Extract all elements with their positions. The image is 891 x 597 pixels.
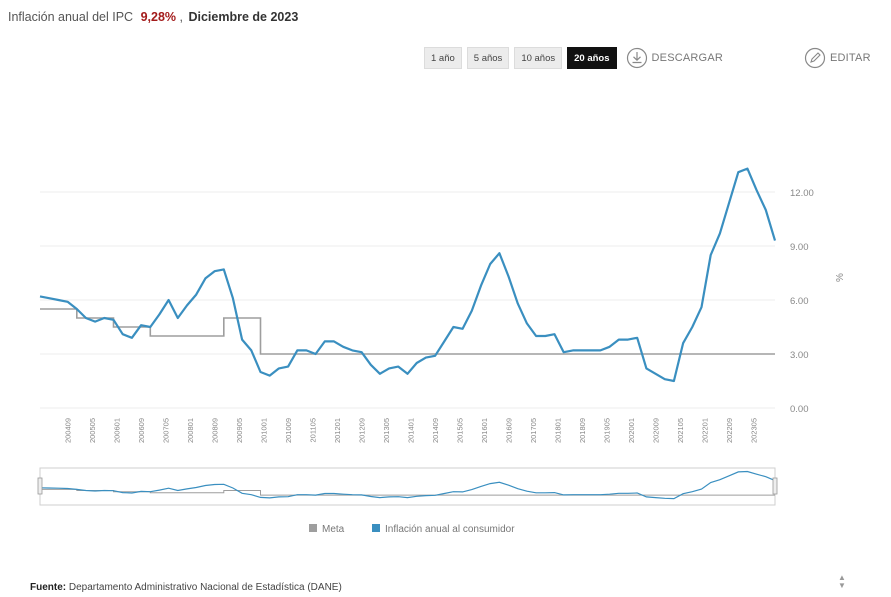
header-date: Diciembre de 2023 — [188, 10, 299, 24]
x-tick-label: 202001 — [627, 418, 636, 443]
y-tick-label: 12.00 — [790, 188, 814, 199]
pencil-circle-icon — [804, 47, 826, 69]
range-button-1-year[interactable]: 1 año — [424, 47, 462, 69]
x-tick-label: 200905 — [235, 418, 244, 443]
series-line-inflacion — [39, 167, 777, 383]
x-tick-label: 201809 — [578, 418, 587, 443]
download-label: DESCARGAR — [651, 52, 723, 64]
x-tick-label: 201001 — [260, 418, 269, 443]
x-tick-label: 201201 — [333, 418, 342, 443]
x-tick-label: 201105 — [309, 418, 318, 442]
x-tick-label: 202009 — [652, 418, 661, 443]
range-button-5-years[interactable]: 5 años — [466, 47, 510, 69]
range-button-10-years[interactable]: 10 años — [514, 47, 563, 69]
x-tick-label: 200609 — [137, 418, 146, 443]
y-tick-label: 9.00 — [790, 242, 809, 253]
legend-label-inflacion[interactable]: Inflación anual al consumidor — [385, 524, 515, 535]
series-line-meta — [40, 308, 775, 355]
source-label: Fuente: — [30, 582, 67, 593]
legend-swatch-meta — [309, 524, 317, 532]
download-circle-icon — [626, 47, 647, 69]
range-button-20-years[interactable]: 20 años — [567, 47, 617, 69]
x-tick-label: 200601 — [113, 418, 122, 443]
x-tick-label: 200705 — [162, 418, 171, 443]
x-tick-label: 202201 — [701, 418, 710, 443]
x-tick-label: 200801 — [186, 418, 195, 443]
legend-swatch-inflacion — [372, 524, 380, 532]
x-tick-label: 201801 — [554, 418, 563, 443]
header-title: Inflación anual del IPC — [8, 10, 134, 24]
edit-label: EDITAR — [830, 52, 871, 64]
navigator-handle-left[interactable] — [37, 477, 43, 495]
x-tick-label: 201401 — [407, 418, 416, 443]
x-tick-label: 201209 — [358, 418, 367, 443]
chart-header: Inflación anual del IPC 9,28% , Diciembr… — [8, 10, 298, 24]
edit-button[interactable]: EDITAR — [804, 46, 871, 70]
header-value: 9,28% — [140, 10, 177, 24]
x-tick-label: 201609 — [505, 418, 514, 443]
scroll-arrows-icon[interactable]: ▲ ▼ — [838, 573, 846, 590]
legend-label-meta[interactable]: Meta — [322, 524, 345, 535]
x-tick-label: 201601 — [480, 418, 489, 443]
toolbar: 1 año 5 años 10 años 20 años DESCARGAR — [424, 46, 723, 70]
x-tick-label: 202105 — [676, 418, 685, 443]
y-axis-label: % — [835, 273, 846, 282]
x-tick-label: 200809 — [211, 418, 220, 443]
x-tick-label: 201409 — [431, 418, 440, 443]
x-tick-label: 202305 — [750, 418, 759, 443]
navigator-series-inflacion — [39, 470, 776, 500]
x-tick-label: 201705 — [529, 418, 538, 443]
x-tick-label: 202209 — [725, 418, 734, 443]
inflation-chart: 0.00 3.00 6.00 9.00 12.00% 200409 200505 200601… — [37, 167, 846, 535]
header-separator: , — [179, 10, 183, 24]
y-tick-label: 0.00 — [790, 404, 809, 415]
x-tick-label: 200409 — [64, 418, 73, 443]
x-tick-label: 201009 — [284, 418, 293, 443]
x-tick-label: 201905 — [603, 418, 612, 443]
y-tick-label: 6.00 — [790, 296, 809, 307]
y-tick-label: 3.00 — [790, 350, 809, 361]
x-tick-label: 201305 — [382, 418, 391, 443]
x-tick-label: 201505 — [456, 418, 465, 443]
source-text: Departamento Administrativo Nacional de … — [68, 582, 342, 593]
navigator-frame[interactable] — [39, 467, 776, 506]
x-tick-label: 200505 — [88, 418, 97, 443]
download-button[interactable]: DESCARGAR — [626, 47, 723, 69]
source-note: Fuente: Departamento Administrativo Naci… — [30, 582, 342, 593]
navigator-handle-right[interactable] — [772, 477, 778, 495]
